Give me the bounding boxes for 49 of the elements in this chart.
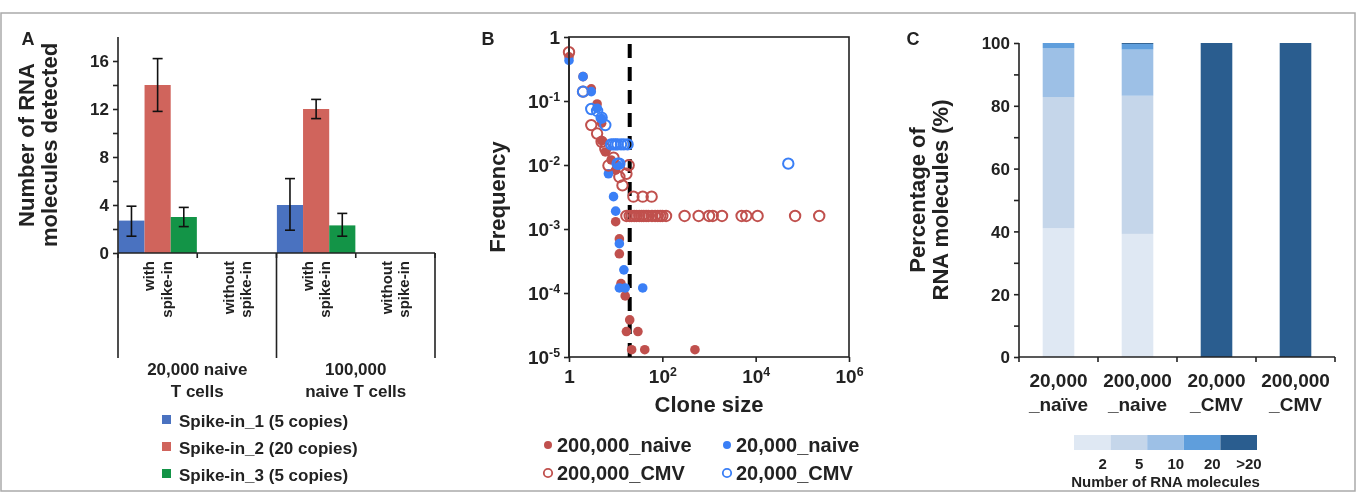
- legend-label: Spike-in_3 (5 copies): [179, 465, 349, 485]
- y-tick-label: 80: [991, 97, 1010, 117]
- x-tick-label: with spike-in: [140, 261, 175, 318]
- legend-label: 20,000_naive: [736, 434, 860, 456]
- legend-label: 10: [1167, 455, 1185, 472]
- y-tick-label: 60: [991, 160, 1010, 180]
- x-tick-label: 200,000_CMV: [1261, 370, 1330, 415]
- x-tick-label: 20,000_naïve: [1027, 370, 1089, 415]
- text: 20,000 naive T cells: [147, 360, 248, 402]
- legend-label: 200,000_CMV: [557, 462, 686, 484]
- chart-title: B: [481, 29, 495, 49]
- y-tick-label: 0: [99, 244, 109, 264]
- y-tick-label: 10$^{-3}$: [527, 218, 561, 241]
- x-tick-label: 10$^{4}$: [742, 365, 771, 387]
- legend-label: 5: [1134, 455, 1144, 472]
- y-axis-title: Frequency: [484, 140, 510, 253]
- y-tick-label: 10$^{-4}$: [527, 282, 561, 305]
- y-tick-label: 1: [549, 27, 561, 49]
- y-tick-label: 12: [90, 100, 109, 120]
- y-tick-label: 16: [90, 52, 109, 72]
- legend-title: Number of RNA molecules: [1071, 473, 1260, 490]
- y-tick-label: 40: [991, 222, 1010, 242]
- x-tick-label: 10$^{6}$: [835, 365, 864, 387]
- legend-label: 20: [1204, 455, 1221, 472]
- y-tick-label: 0: [1000, 348, 1010, 368]
- x-tick-label: with spike-in: [298, 261, 333, 318]
- y-tick-label: 10$^{-1}$: [527, 90, 561, 113]
- legend-label: Spike-in_2 (20 copies): [179, 438, 358, 458]
- y-tick-label: 100: [981, 34, 1010, 54]
- legend-label: >20: [1236, 455, 1262, 472]
- x-tick-label: 200,000_naive: [1103, 370, 1172, 415]
- chart-title: C: [906, 29, 920, 49]
- x-tick-label: 20,000_CMV: [1187, 370, 1246, 415]
- x-axis-title: Clone size: [654, 392, 764, 417]
- y-axis-title: Percentage of RNA molecules (%): [905, 99, 954, 301]
- legend-label: Spike-in_1 (5 copies): [179, 411, 349, 431]
- x-tick-label: without spike-in: [219, 261, 254, 318]
- x-tick-label: 1: [564, 366, 576, 387]
- y-tick-label: 10$^{-2}$: [527, 154, 561, 177]
- y-tick-label: 20: [991, 285, 1010, 305]
- legend-label: 2: [1098, 455, 1107, 472]
- x-tick-label: 10$^{2}$: [648, 365, 677, 387]
- y-tick-label: 8: [99, 148, 109, 168]
- legend-label: 200,000_naive: [557, 434, 692, 456]
- y-tick-label: 4: [99, 196, 110, 216]
- legend-label: 20,000_CMV: [736, 462, 854, 484]
- text: 100,000 naive T cells: [305, 360, 407, 402]
- y-tick-label: 10$^{-5}$: [527, 346, 561, 369]
- x-tick-label: without spike-in: [378, 261, 413, 318]
